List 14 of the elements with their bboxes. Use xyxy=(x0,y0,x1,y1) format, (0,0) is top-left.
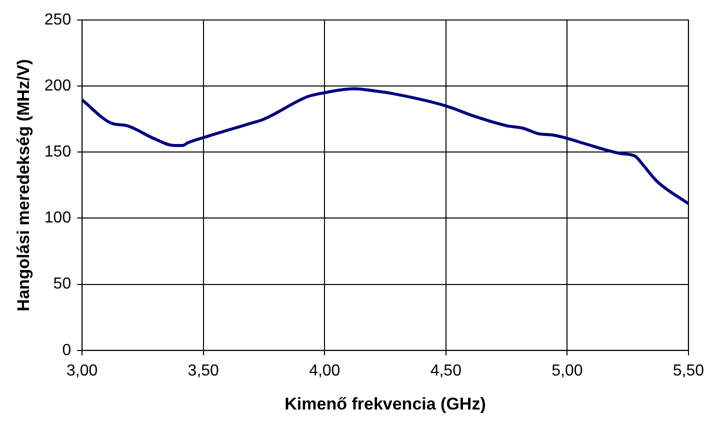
x-tick-label: 4,00 xyxy=(309,362,340,380)
y-tick-label: 50 xyxy=(53,276,72,293)
y-tick-label: 100 xyxy=(44,210,72,227)
x-tick-label: 5,50 xyxy=(672,362,704,380)
x-tick-label: 3,50 xyxy=(188,362,220,380)
x-tick-label: 3,00 xyxy=(66,362,98,380)
x-tick-label: 5,00 xyxy=(552,362,583,380)
x-tick-label: 4,50 xyxy=(430,362,462,380)
x-axis-title: Kimenő frekvencia (GHz) xyxy=(284,394,486,414)
y-tick-label: 250 xyxy=(44,11,72,28)
y-tick-label: 0 xyxy=(62,342,72,359)
y-axis-title: Hangolási meredekség (MHz/V) xyxy=(14,59,33,312)
y-tick-label: 150 xyxy=(44,144,72,161)
y-tick-label: 200 xyxy=(44,77,72,94)
